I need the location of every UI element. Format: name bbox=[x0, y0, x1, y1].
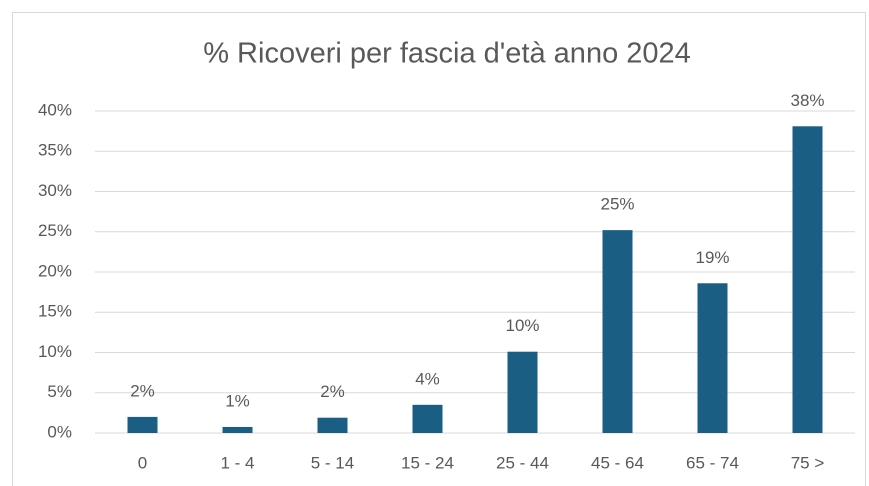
y-tick-label: 5% bbox=[47, 382, 72, 401]
data-label: 38% bbox=[790, 91, 824, 110]
x-tick-label: 25 - 44 bbox=[496, 453, 549, 472]
data-label: 1% bbox=[225, 391, 250, 410]
x-tick-label: 15 - 24 bbox=[401, 453, 454, 472]
bar bbox=[412, 404, 443, 433]
x-tick-label: 1 - 4 bbox=[220, 453, 254, 472]
x-tick-label: 75 > bbox=[791, 453, 825, 472]
y-tick-label: 10% bbox=[38, 342, 72, 361]
bar bbox=[697, 283, 728, 433]
y-tick-label: 15% bbox=[38, 302, 72, 321]
bar bbox=[222, 426, 253, 433]
data-label: 4% bbox=[415, 369, 440, 388]
x-tick-label: 5 - 14 bbox=[311, 453, 354, 472]
y-tick-label: 30% bbox=[38, 181, 72, 200]
x-tick-label: 0 bbox=[138, 453, 147, 472]
y-tick-label: 25% bbox=[38, 221, 72, 240]
bar bbox=[602, 230, 633, 433]
x-tick-label: 65 - 74 bbox=[686, 453, 739, 472]
bar bbox=[792, 126, 823, 434]
bar bbox=[127, 416, 158, 433]
bar bbox=[507, 351, 538, 433]
y-tick-label: 35% bbox=[38, 141, 72, 160]
data-label: 2% bbox=[320, 382, 345, 401]
x-tick-label: 45 - 64 bbox=[591, 453, 644, 472]
data-label: 25% bbox=[600, 195, 634, 214]
data-label: 10% bbox=[505, 316, 539, 335]
bar bbox=[317, 417, 348, 433]
y-tick-label: 20% bbox=[38, 261, 72, 280]
data-label: 19% bbox=[695, 248, 729, 267]
y-tick-label: 0% bbox=[47, 422, 72, 441]
data-label: 2% bbox=[130, 381, 155, 400]
y-tick-label: 40% bbox=[38, 100, 72, 119]
chart-title: % Ricoveri per fascia d'età anno 2024 bbox=[203, 38, 691, 70]
